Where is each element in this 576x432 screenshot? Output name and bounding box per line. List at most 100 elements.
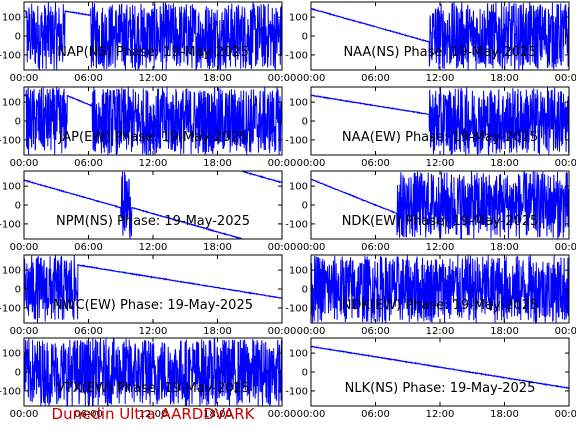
y-tick-label: 100 bbox=[2, 349, 21, 360]
y-tick-label: -100 bbox=[285, 386, 308, 397]
chart-panel: 100 0 -100 00:00 06:00 12:00 18:00 00:00 NLK(NS)… bbox=[285, 337, 576, 420]
y-tick-label: 100 bbox=[289, 98, 308, 109]
x-tick-label: 06:00 bbox=[74, 326, 103, 337]
chart-title: NAA(EW) Phase: 19-May-2025 bbox=[342, 130, 538, 145]
y-tick-label: 0 bbox=[302, 117, 308, 128]
x-tick-label: 00:00 bbox=[10, 158, 39, 169]
x-tick-label: 18:00 bbox=[490, 326, 519, 337]
x-tick-label: 00:00 bbox=[10, 409, 39, 420]
y-tick-label: -100 bbox=[0, 50, 21, 61]
y-tick-label: 100 bbox=[289, 13, 308, 24]
x-tick-label: 00:00 bbox=[10, 73, 39, 84]
x-tick-label: 00:00 bbox=[555, 73, 576, 84]
y-tick-label: 0 bbox=[15, 32, 21, 43]
chart-title: VTX(EW) Phase: 19-May-2025 bbox=[56, 381, 250, 396]
footer-label: Dunedin Ultra AARDDVARK bbox=[52, 405, 256, 423]
x-tick-label: 00:00 bbox=[297, 242, 326, 253]
x-tick-label: 18:00 bbox=[203, 73, 232, 84]
series-line bbox=[24, 2, 282, 70]
y-tick-label: 0 bbox=[15, 117, 21, 128]
chart-panel: 100 0 -100 00:00 06:00 12:00 18:00 00:00 NWC(EW)… bbox=[0, 254, 297, 337]
chart-title: NAP(NS) Phase: 19-May-2025 bbox=[57, 45, 249, 60]
x-tick-label: 18:00 bbox=[490, 73, 519, 84]
x-tick-label: 12:00 bbox=[426, 158, 455, 169]
chart-panel: 100 0 -100 00:00 06:00 12:00 18:00 00:00 NPM(NS)… bbox=[0, 170, 297, 253]
y-tick-label: 100 bbox=[289, 182, 308, 193]
chart-title: NDK(EW) Phase: 19-May-2025 bbox=[342, 214, 539, 229]
y-tick-label: -100 bbox=[0, 303, 21, 314]
chart-panel: 100 0 -100 00:00 06:00 12:00 18:00 00:00 NDK(EW)… bbox=[285, 170, 576, 253]
x-tick-label: 06:00 bbox=[361, 409, 390, 420]
series-line bbox=[311, 255, 569, 323]
y-tick-label: -100 bbox=[285, 303, 308, 314]
series-line bbox=[311, 171, 569, 239]
x-tick-label: 18:00 bbox=[203, 326, 232, 337]
x-tick-label: 06:00 bbox=[74, 158, 103, 169]
x-tick-label: 00:00 bbox=[10, 326, 39, 337]
y-tick-label: -100 bbox=[0, 219, 21, 230]
series-line bbox=[24, 255, 282, 323]
y-tick-label: 0 bbox=[302, 368, 308, 379]
x-tick-label: 18:00 bbox=[490, 409, 519, 420]
y-tick-label: 0 bbox=[302, 201, 308, 212]
x-tick-label: 00:00 bbox=[297, 326, 326, 337]
chart-title: JAP(EW) Phase: 19-May-2025 bbox=[58, 130, 248, 145]
series-line bbox=[24, 87, 282, 155]
x-tick-label: 00:00 bbox=[268, 409, 297, 420]
chart-panel: 100 0 -100 00:00 06:00 12:00 18:00 00:00 JAP(EW)… bbox=[0, 86, 297, 169]
x-tick-label: 06:00 bbox=[361, 158, 390, 169]
x-tick-label: 18:00 bbox=[490, 242, 519, 253]
y-tick-label: 0 bbox=[302, 32, 308, 43]
x-tick-label: 18:00 bbox=[203, 242, 232, 253]
x-tick-label: 18:00 bbox=[203, 409, 232, 420]
chart-title: NWC(EW) Phase: 19-May-2025 bbox=[53, 298, 253, 313]
x-tick-label: 12:00 bbox=[426, 73, 455, 84]
x-tick-label: 06:00 bbox=[74, 73, 103, 84]
y-tick-label: 0 bbox=[15, 285, 21, 296]
series-line bbox=[24, 171, 282, 239]
x-tick-label: 00:00 bbox=[268, 326, 297, 337]
x-tick-label: 06:00 bbox=[361, 73, 390, 84]
y-tick-label: -100 bbox=[0, 386, 21, 397]
y-tick-label: 100 bbox=[2, 13, 21, 24]
chart-panel: 100 0 -100 00:00 06:00 12:00 18:00 00:00 NDK(EW)… bbox=[285, 254, 576, 337]
y-tick-label: -100 bbox=[285, 135, 308, 146]
x-tick-label: 00:00 bbox=[268, 158, 297, 169]
y-tick-label: -100 bbox=[0, 135, 21, 146]
chart-title: NLK(NS) Phase: 19-May-2025 bbox=[345, 381, 536, 396]
chart-title: NDK(EW) Phase: 19-May-2025 bbox=[342, 298, 539, 313]
x-tick-label: 12:00 bbox=[426, 409, 455, 420]
y-tick-label: -100 bbox=[285, 219, 308, 230]
chart-title: NPM(NS) Phase: 19-May-2025 bbox=[56, 214, 250, 229]
x-tick-label: 12:00 bbox=[139, 326, 168, 337]
chart-title: NAA(NS) Phase: 19-May-2025 bbox=[343, 45, 536, 60]
y-tick-label: 100 bbox=[289, 266, 308, 277]
x-tick-label: 00:00 bbox=[297, 158, 326, 169]
x-tick-label: 18:00 bbox=[490, 158, 519, 169]
y-tick-label: 100 bbox=[289, 349, 308, 360]
x-tick-label: 00:00 bbox=[555, 326, 576, 337]
y-tick-label: 0 bbox=[15, 201, 21, 212]
chart-panel: 100 0 -100 00:00 06:00 12:00 18:00 00:00 NAA(EW)… bbox=[285, 86, 576, 169]
series-line bbox=[311, 2, 569, 70]
x-tick-label: 06:00 bbox=[361, 242, 390, 253]
x-tick-label: 06:00 bbox=[74, 409, 103, 420]
x-tick-label: 00:00 bbox=[555, 242, 576, 253]
x-tick-label: 12:00 bbox=[139, 409, 168, 420]
x-tick-label: 12:00 bbox=[139, 242, 168, 253]
y-tick-label: 100 bbox=[2, 182, 21, 193]
x-tick-label: 12:00 bbox=[139, 73, 168, 84]
series-line bbox=[311, 345, 569, 390]
x-tick-label: 00:00 bbox=[268, 73, 297, 84]
x-tick-label: 00:00 bbox=[268, 242, 297, 253]
x-tick-label: 00:00 bbox=[297, 73, 326, 84]
x-tick-label: 06:00 bbox=[361, 326, 390, 337]
x-tick-label: 12:00 bbox=[426, 242, 455, 253]
y-tick-label: 0 bbox=[15, 368, 21, 379]
chart-panel: 100 0 -100 00:00 06:00 12:00 18:00 00:00 NAP(NS)… bbox=[0, 1, 297, 84]
series-line bbox=[311, 87, 569, 155]
x-tick-label: 00:00 bbox=[297, 409, 326, 420]
x-tick-label: 00:00 bbox=[555, 158, 576, 169]
y-tick-label: 100 bbox=[2, 266, 21, 277]
